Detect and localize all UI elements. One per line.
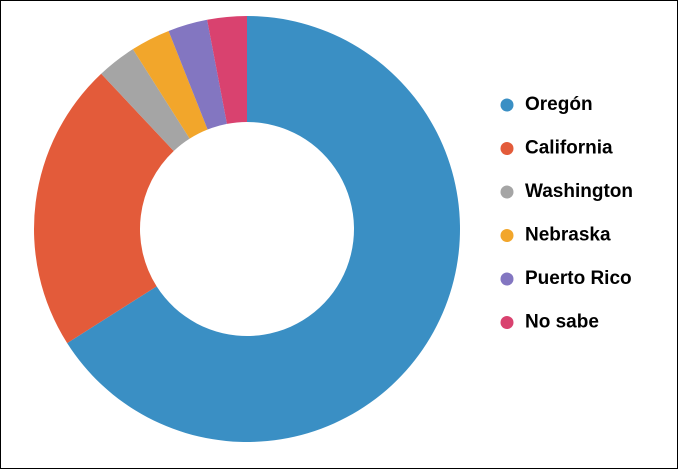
legend-label: California — [525, 138, 613, 159]
legend-label: Oregón — [525, 94, 593, 115]
legend-swatch — [500, 185, 514, 199]
legend-label: Washington — [525, 181, 633, 202]
legend-swatch — [500, 272, 514, 286]
legend-swatch — [500, 98, 514, 112]
legend-label: No sabe — [525, 312, 599, 333]
legend-label: Puerto Rico — [525, 268, 632, 289]
slice — [67, 16, 461, 442]
slice — [33, 73, 174, 344]
slice — [132, 30, 208, 139]
slice — [168, 19, 227, 130]
legend-label: Nebraska — [525, 225, 611, 246]
legend-swatch — [500, 316, 514, 329]
legend-swatch — [500, 229, 514, 242]
slice — [101, 49, 190, 152]
slice — [207, 16, 247, 124]
legend-swatch — [500, 142, 514, 155]
